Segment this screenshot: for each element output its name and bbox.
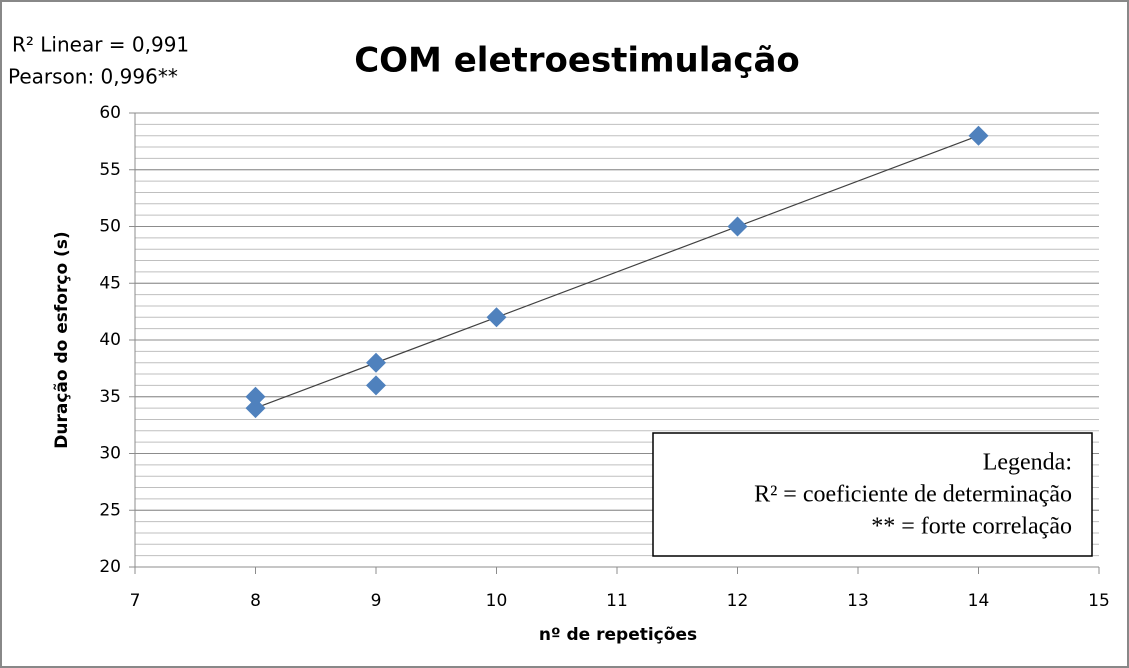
y-tick-label: 60 <box>99 103 121 123</box>
y-tick-label: 55 <box>99 160 121 180</box>
chart-title: COM eletroestimulação <box>354 41 800 81</box>
data-point <box>366 352 386 373</box>
data-point <box>245 386 266 407</box>
y-tick-label: 35 <box>99 387 121 407</box>
data-point <box>245 398 266 419</box>
y-axis-label: Duração do esforço (s) <box>52 231 72 448</box>
y-tick-label: 30 <box>99 444 121 464</box>
x-tick-label: 15 <box>1088 591 1110 611</box>
x-tick-label: 12 <box>727 591 749 611</box>
data-point <box>486 307 507 328</box>
y-tick-label: 25 <box>99 500 121 520</box>
y-tick-label: 50 <box>99 217 121 237</box>
y-tick-label: 20 <box>99 557 121 577</box>
data-point <box>968 125 989 146</box>
legend-text: ** = forte correlação <box>871 514 1072 540</box>
x-axis-label: nº de repetições <box>539 625 697 645</box>
data-point <box>366 375 386 396</box>
x-tick-label: 14 <box>968 591 990 611</box>
x-tick-label: 13 <box>847 591 869 611</box>
legend-box <box>652 432 1093 557</box>
y-tick-label: 45 <box>99 273 121 293</box>
x-tick-label: 11 <box>606 591 628 611</box>
annotation: R² Linear = 0,991 <box>12 33 189 57</box>
x-tick-label: 7 <box>130 591 141 611</box>
data-point <box>727 216 748 237</box>
annotation: Pearson: 0,996** <box>8 65 178 89</box>
legend-text: Legenda: <box>983 450 1072 476</box>
y-tick-label: 40 <box>99 330 121 350</box>
x-tick-label: 9 <box>371 591 382 611</box>
x-tick-label: 8 <box>250 591 261 611</box>
legend-text: R² = coeficiente de determinação <box>754 482 1072 508</box>
x-tick-label: 10 <box>486 591 508 611</box>
